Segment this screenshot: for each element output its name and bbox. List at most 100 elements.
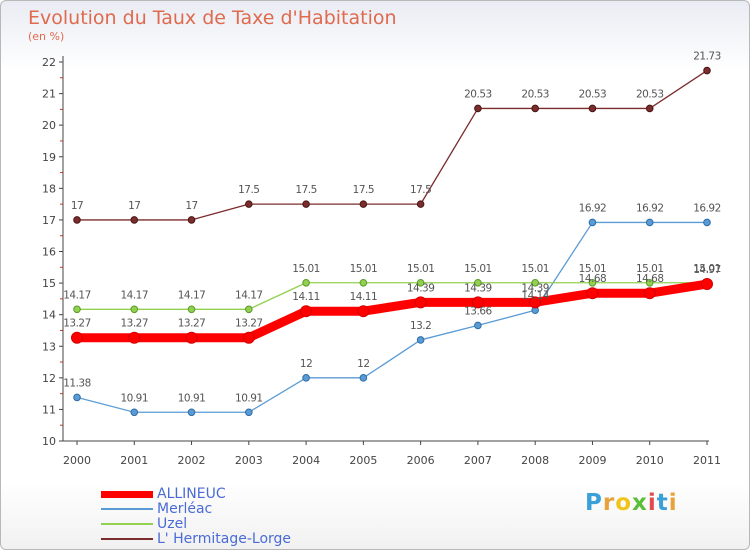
data-point bbox=[187, 305, 196, 314]
data-point bbox=[643, 287, 656, 300]
data-point bbox=[187, 216, 196, 224]
data-label: 20.53 bbox=[636, 88, 664, 100]
x-tick-label: 2001 bbox=[120, 454, 148, 467]
data-point bbox=[71, 331, 83, 344]
data-label: 15.01 bbox=[292, 263, 320, 275]
y-tick-label: 16 bbox=[42, 246, 56, 259]
data-point bbox=[471, 296, 484, 309]
data-point bbox=[185, 331, 198, 344]
data-point bbox=[703, 66, 711, 75]
data-point bbox=[359, 278, 368, 287]
logo-letter: r bbox=[602, 490, 616, 516]
data-point bbox=[588, 104, 597, 113]
data-label: 13.27 bbox=[235, 318, 263, 330]
logo-letter: o bbox=[615, 490, 633, 516]
data-point bbox=[359, 374, 368, 382]
logo-letter: x bbox=[632, 490, 648, 516]
x-tick-label: 2003 bbox=[235, 454, 263, 467]
data-point bbox=[130, 305, 139, 314]
data-point bbox=[586, 287, 599, 300]
data-label: 20.53 bbox=[464, 88, 492, 100]
data-point bbox=[529, 296, 542, 309]
x-tick-label: 2011 bbox=[693, 454, 721, 467]
data-label: 14.68 bbox=[636, 273, 664, 285]
data-point bbox=[359, 200, 368, 208]
y-tick-label: 15 bbox=[42, 277, 56, 290]
data-label: 13.2 bbox=[410, 320, 431, 332]
data-label: 17.5 bbox=[410, 184, 431, 196]
data-label: 17.5 bbox=[238, 184, 259, 196]
data-label: 14.14 bbox=[521, 290, 549, 302]
y-tick-label: 18 bbox=[42, 182, 56, 195]
data-label: 13.27 bbox=[120, 318, 148, 330]
data-label: 14.68 bbox=[579, 273, 607, 285]
x-tick-label: 2007 bbox=[464, 454, 492, 467]
data-label: 16.92 bbox=[693, 202, 721, 214]
logo-letter: i bbox=[647, 490, 657, 516]
data-label: 10.91 bbox=[120, 392, 148, 404]
data-label: 11.38 bbox=[63, 377, 91, 389]
data-point bbox=[130, 216, 139, 224]
data-point bbox=[302, 278, 310, 287]
data-point bbox=[474, 278, 482, 287]
chart-title: Evolution du Taux de Taxe d'Habitation bbox=[28, 7, 397, 29]
data-label: 14.39 bbox=[464, 282, 492, 294]
data-point bbox=[645, 278, 654, 287]
series-line bbox=[76, 221, 708, 413]
data-label: 13.27 bbox=[63, 318, 91, 330]
data-label: 15.01 bbox=[407, 263, 435, 275]
data-label: 13.27 bbox=[178, 318, 206, 330]
data-label: 13.66 bbox=[464, 305, 492, 317]
x-tick-label: 2004 bbox=[292, 454, 320, 467]
legend-label: Uzel bbox=[157, 516, 188, 532]
logo-letter: i bbox=[668, 490, 678, 516]
data-point bbox=[588, 218, 597, 227]
data-label: 14.17 bbox=[235, 289, 263, 301]
y-tick-label: 13 bbox=[42, 340, 56, 353]
data-point bbox=[130, 408, 139, 417]
data-point bbox=[73, 393, 81, 402]
data-label: 14.17 bbox=[178, 289, 206, 301]
y-tick-label: 22 bbox=[42, 56, 56, 69]
data-point bbox=[703, 218, 711, 227]
data-label: 16.92 bbox=[579, 202, 607, 214]
data-label: 14.17 bbox=[120, 289, 148, 301]
x-tick-label: 2006 bbox=[407, 454, 435, 467]
data-point bbox=[645, 104, 654, 113]
y-tick-label: 17 bbox=[42, 214, 56, 227]
data-point bbox=[302, 374, 310, 382]
data-label: 14.17 bbox=[63, 289, 91, 301]
data-point bbox=[701, 278, 713, 291]
legend-label: Merléac bbox=[157, 501, 213, 517]
y-tick-label: 11 bbox=[42, 403, 56, 416]
data-point bbox=[474, 321, 482, 330]
legend-label: ALLINEUC bbox=[157, 486, 226, 502]
data-label: 15.01 bbox=[350, 263, 378, 275]
x-tick-label: 2009 bbox=[578, 454, 606, 467]
series-line bbox=[76, 69, 708, 221]
y-tick-label: 12 bbox=[42, 372, 56, 385]
data-label: 15.01 bbox=[521, 263, 549, 275]
logo-letter: t bbox=[656, 490, 669, 516]
data-label: 10.91 bbox=[178, 392, 206, 404]
data-point bbox=[245, 305, 253, 314]
data-point bbox=[357, 305, 370, 318]
data-point bbox=[300, 305, 313, 318]
legend-label: L' Hermitage-Lorge bbox=[157, 531, 292, 547]
chart-subtitle: (en %) bbox=[28, 30, 65, 43]
data-label: 17 bbox=[71, 200, 83, 212]
proxiti-logo: Proxiti bbox=[585, 490, 678, 516]
data-label: 14.11 bbox=[350, 291, 378, 303]
data-label: 17 bbox=[128, 200, 140, 212]
x-tick-label: 2010 bbox=[636, 454, 664, 467]
data-point bbox=[128, 331, 141, 344]
data-label: 17 bbox=[185, 200, 197, 212]
data-point bbox=[242, 331, 255, 344]
y-tick-label: 14 bbox=[42, 309, 56, 322]
data-label: 16.92 bbox=[636, 202, 664, 214]
x-tick-label: 2008 bbox=[521, 454, 549, 467]
data-label: 14.39 bbox=[521, 282, 549, 294]
data-point bbox=[474, 104, 482, 113]
